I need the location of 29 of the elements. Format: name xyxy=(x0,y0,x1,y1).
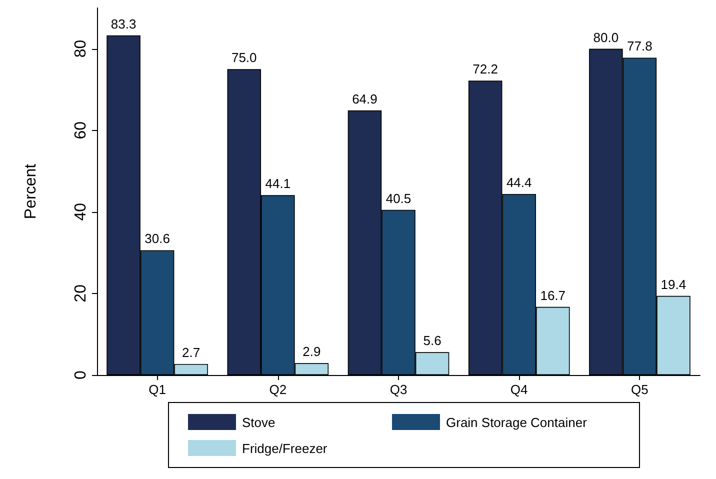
y-tick-label: 60 xyxy=(72,121,90,140)
data-label: 5.6 xyxy=(423,333,442,348)
y-axis-title: Percent xyxy=(22,163,40,220)
x-tick-label: Q2 xyxy=(269,382,287,397)
data-label: 44.1 xyxy=(265,176,291,192)
y-tick-label: 0 xyxy=(72,370,90,380)
data-label: 16.7 xyxy=(540,288,566,303)
data-label: 40.5 xyxy=(386,190,412,206)
data-label: 83.3 xyxy=(110,16,136,32)
legend-label: Stove xyxy=(242,414,276,430)
data-label: 2.7 xyxy=(182,344,200,360)
x-tick-label: Q5 xyxy=(631,382,648,397)
data-label: 44.4 xyxy=(506,174,532,190)
y-tick-label: 80 xyxy=(72,40,90,58)
data-label: 2.9 xyxy=(302,344,321,360)
y-tick-label: 20 xyxy=(72,284,90,302)
data-label: 77.8 xyxy=(627,38,652,54)
y-tick-label: 40 xyxy=(72,202,90,221)
data-label: 75.0 xyxy=(231,50,257,66)
data-label: 30.6 xyxy=(144,231,170,246)
data-label: 19.4 xyxy=(660,276,686,292)
legend-label: Fridge/Freezer xyxy=(242,440,328,456)
data-label: 64.9 xyxy=(352,91,378,106)
data-label: 72.2 xyxy=(472,62,498,77)
x-tick-label: Q4 xyxy=(510,382,528,397)
x-tick-label: Q1 xyxy=(148,382,166,397)
x-tick-label: Q3 xyxy=(390,382,408,397)
data-label: 80.0 xyxy=(593,30,619,45)
legend-label: Grain Storage Container xyxy=(446,414,587,430)
